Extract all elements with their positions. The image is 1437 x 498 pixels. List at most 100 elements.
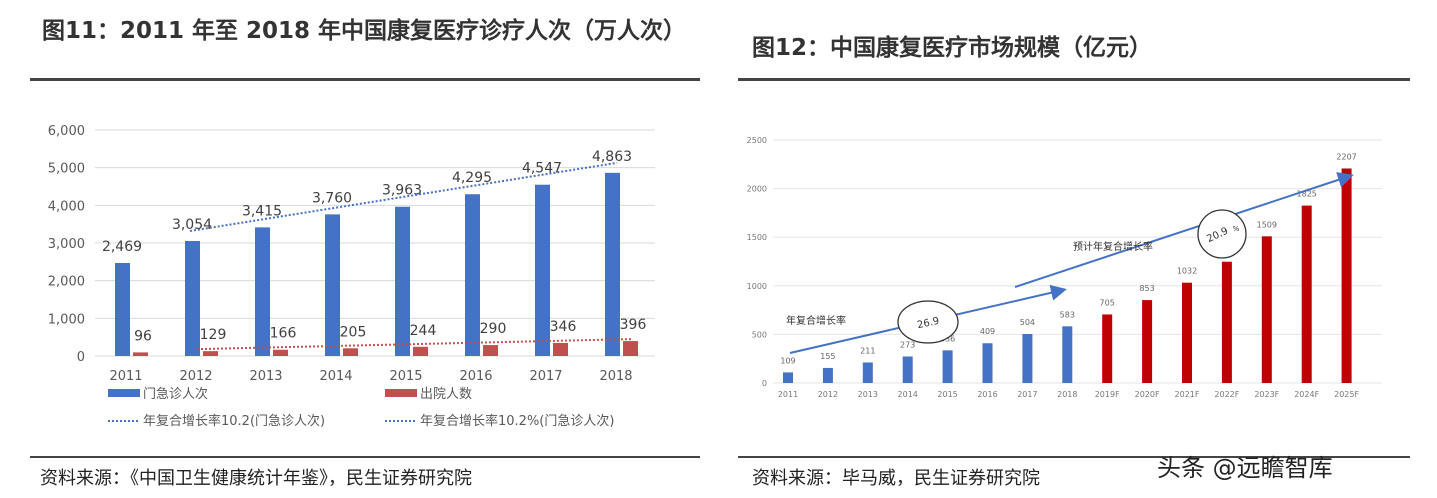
- data-label: 1509: [1257, 220, 1277, 229]
- bar-2015: [942, 350, 953, 383]
- bar-2023F: [1261, 236, 1272, 383]
- bar-2014: [902, 356, 913, 383]
- bar-2020F: [1142, 300, 1153, 383]
- data-label: 2,469: [102, 239, 142, 255]
- x-tick-label: 2022F: [1214, 390, 1239, 399]
- y-tick-label: 0: [762, 379, 767, 388]
- y-tick-label: 6,000: [48, 124, 85, 139]
- bar-出院人数: [623, 341, 638, 356]
- x-tick-label: 2021F: [1175, 390, 1200, 399]
- bar-出院人数: [133, 352, 148, 356]
- x-tick-label: 2023F: [1254, 390, 1279, 399]
- watermark: 头条 @远瞻智库: [1157, 454, 1333, 482]
- bar-门急诊人次: [465, 194, 480, 356]
- bar-出院人数: [343, 348, 358, 356]
- bar-2017: [1022, 334, 1033, 383]
- data-label: 583: [1060, 310, 1075, 319]
- data-label: 205: [340, 324, 367, 340]
- x-tick-label: 2016: [977, 390, 997, 399]
- x-tick-label: 2020F: [1135, 390, 1160, 399]
- bar-门急诊人次: [325, 214, 340, 356]
- right-title-rule: [738, 78, 1410, 81]
- annotation-ellipse: [897, 300, 959, 344]
- y-tick-label: 4,000: [48, 199, 85, 214]
- y-tick-label: 5,000: [48, 162, 85, 177]
- data-label: 346: [550, 319, 577, 335]
- y-tick-label: 2500: [747, 136, 767, 145]
- data-label: 1032: [1177, 267, 1197, 276]
- left-source: 资料来源：《中国卫生健康统计年鉴》，民生证券研究院: [40, 468, 472, 489]
- y-tick-label: 1000: [747, 282, 767, 291]
- data-label: 244: [410, 323, 437, 339]
- data-label: 504: [1020, 318, 1035, 327]
- x-tick-label: 2025F: [1334, 390, 1359, 399]
- x-tick-label: 2012: [818, 390, 838, 399]
- left-chart-title: 图11：2011 年至 2018 年中国康复医疗诊疗人次（万人次）: [42, 18, 687, 44]
- bar-2016: [982, 343, 993, 383]
- x-tick-label: 2024F: [1294, 390, 1319, 399]
- growth-arrow-forecast: [1014, 172, 1354, 288]
- data-label: 3,963: [382, 183, 422, 199]
- data-label: 96: [134, 328, 152, 344]
- data-label: 109: [780, 356, 795, 365]
- bar-门急诊人次: [185, 240, 200, 356]
- x-tick-label: 2012: [179, 369, 212, 384]
- legend-label: 年复合增长率10.2%(门急诊人次): [420, 413, 614, 429]
- x-tick-label: 2011: [778, 390, 798, 399]
- data-label: 273: [900, 340, 915, 349]
- x-tick-label: 2013: [249, 369, 282, 384]
- y-tick-label: 500: [752, 330, 767, 339]
- annotation-label: 年复合增长率: [786, 314, 846, 327]
- x-tick-label: 2017: [1017, 390, 1037, 399]
- bar-2013: [862, 362, 873, 383]
- x-tick-label: 2017: [529, 369, 562, 384]
- x-tick-label: 2016: [459, 369, 492, 384]
- data-label: 396: [620, 317, 647, 333]
- data-label: 3,415: [242, 203, 282, 219]
- y-tick-label: 0: [77, 350, 85, 365]
- left-source-rule: [30, 456, 700, 458]
- data-label: 4,863: [592, 149, 632, 165]
- x-tick-label: 2014: [319, 369, 352, 384]
- data-label: 853: [1139, 284, 1154, 293]
- x-tick-label: 2015: [937, 390, 957, 399]
- right-source: 资料来源：毕马威，民生证券研究院: [752, 468, 1040, 489]
- y-tick-label: 2,000: [48, 275, 85, 290]
- y-tick-label: 3,000: [48, 237, 85, 252]
- bar-门急诊人次: [605, 172, 620, 356]
- bar-2021F: [1182, 282, 1192, 383]
- trendline-inpatient: [196, 338, 633, 351]
- x-tick-label: 2011: [109, 369, 142, 384]
- bar-2025F: [1341, 168, 1352, 383]
- left-title-rule: [30, 78, 700, 81]
- x-tick-label: 2014: [898, 390, 918, 399]
- data-label: 211: [860, 346, 875, 355]
- bar-出院人数: [273, 349, 288, 356]
- x-tick-label: 2019F: [1095, 390, 1120, 399]
- bar-出院人数: [553, 342, 568, 356]
- data-label: 3,054: [172, 217, 212, 233]
- bar-出院人数: [413, 346, 428, 356]
- legend-label: 年复合增长率10.2(门急诊人次): [143, 413, 325, 429]
- data-label: 3,760: [312, 190, 352, 206]
- legend-label: 门急诊人次: [143, 386, 208, 402]
- annotation-suffix: %: [1233, 225, 1240, 233]
- data-label: 409: [980, 327, 995, 336]
- y-tick-label: 2000: [747, 185, 767, 194]
- bar-出院人数: [203, 351, 218, 356]
- bar-2011: [783, 372, 793, 383]
- right-source-rule: [738, 456, 1410, 458]
- bar-2012: [822, 367, 833, 383]
- trendline-outpatient: [189, 161, 618, 232]
- x-tick-label: 2015: [389, 369, 422, 384]
- bar-门急诊人次: [395, 206, 410, 356]
- bar-2018: [1062, 326, 1073, 383]
- y-tick-label: 1,000: [48, 312, 85, 327]
- data-label: 155: [820, 352, 835, 361]
- legend-swatch-outpatient: [108, 389, 140, 397]
- legend-label: 出院人数: [420, 387, 472, 402]
- bar-出院人数: [483, 345, 498, 356]
- y-tick-label: 1500: [747, 233, 767, 242]
- data-label: 4,547: [522, 161, 562, 177]
